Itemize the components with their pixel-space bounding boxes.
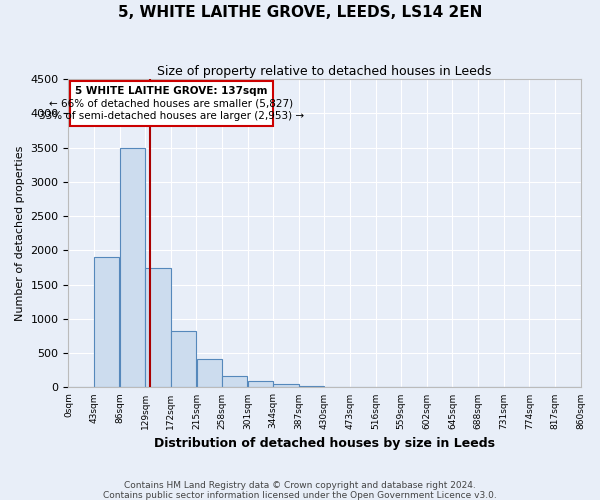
- FancyBboxPatch shape: [70, 81, 273, 126]
- X-axis label: Distribution of detached houses by size in Leeds: Distribution of detached houses by size …: [154, 437, 495, 450]
- Text: Contains HM Land Registry data © Crown copyright and database right 2024.: Contains HM Land Registry data © Crown c…: [124, 480, 476, 490]
- Y-axis label: Number of detached properties: Number of detached properties: [15, 146, 25, 321]
- Text: 33% of semi-detached houses are larger (2,953) →: 33% of semi-detached houses are larger (…: [39, 111, 304, 121]
- Bar: [248, 380, 273, 388]
- Bar: [274, 384, 299, 388]
- Bar: [197, 358, 222, 388]
- Bar: [222, 376, 247, 388]
- Text: ← 66% of detached houses are smaller (5,827): ← 66% of detached houses are smaller (5,…: [49, 98, 293, 108]
- Text: 5 WHITE LAITHE GROVE: 137sqm: 5 WHITE LAITHE GROVE: 137sqm: [75, 86, 268, 96]
- Bar: [145, 268, 170, 388]
- Title: Size of property relative to detached houses in Leeds: Size of property relative to detached ho…: [157, 65, 491, 78]
- Bar: [299, 386, 325, 388]
- Text: Contains public sector information licensed under the Open Government Licence v3: Contains public sector information licen…: [103, 490, 497, 500]
- Bar: [120, 148, 145, 388]
- Text: 5, WHITE LAITHE GROVE, LEEDS, LS14 2EN: 5, WHITE LAITHE GROVE, LEEDS, LS14 2EN: [118, 5, 482, 20]
- Bar: [171, 330, 196, 388]
- Bar: [94, 258, 119, 388]
